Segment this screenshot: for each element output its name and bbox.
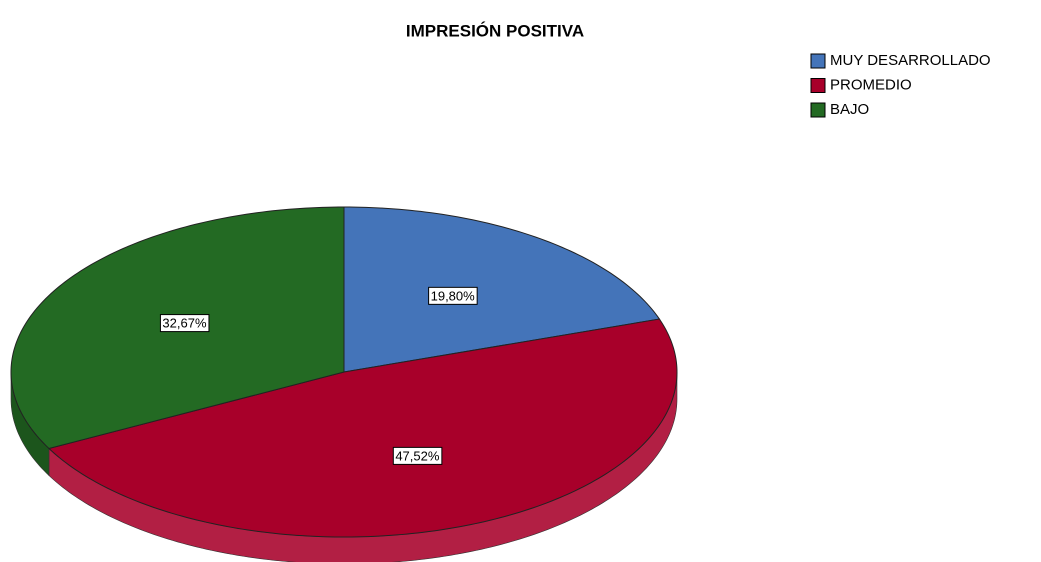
value-label: 19,80% (428, 286, 478, 305)
slice (47, 318, 678, 538)
label-box (428, 286, 478, 305)
legend-label: PROMEDIO (830, 76, 912, 93)
chart-title: IMPRESIÓN POSITIVA (406, 21, 584, 40)
value-label: 32,67% (159, 314, 210, 333)
legend-swatch (810, 102, 826, 118)
value-label: 47,52% (392, 446, 443, 465)
legend-label: BAJO (830, 101, 869, 118)
label-box (392, 446, 443, 465)
value-label-text: 47,52% (395, 448, 440, 463)
legend-swatch (810, 53, 826, 69)
slice (343, 206, 661, 373)
value-label-text: 19,80% (431, 288, 476, 303)
value-label-text: 32,67% (162, 316, 207, 331)
label-box (159, 314, 210, 333)
legend-label: MUY DESARROLLADO (830, 52, 991, 69)
legend-swatch (810, 78, 826, 93)
